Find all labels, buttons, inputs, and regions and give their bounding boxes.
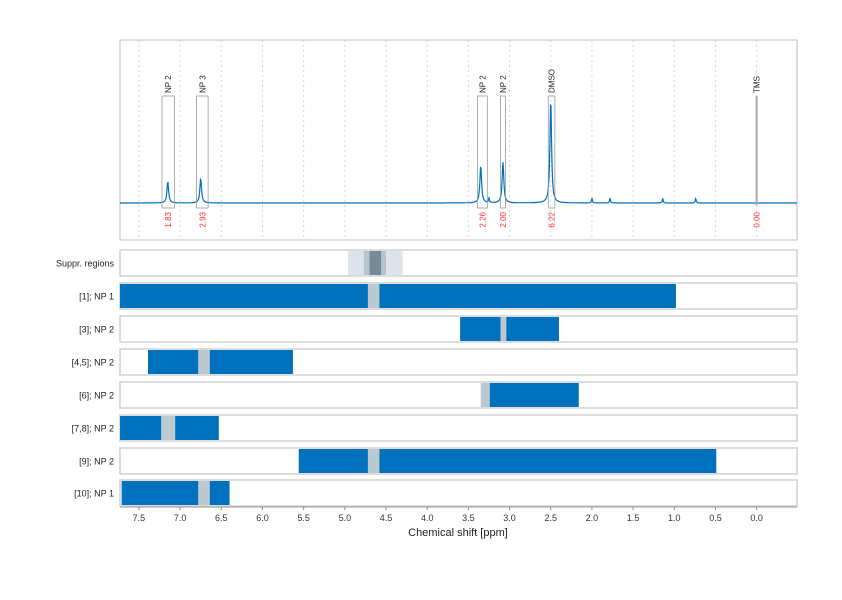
x-tick-label: 1.0 xyxy=(668,513,681,523)
range-bar xyxy=(120,284,368,308)
track-row: [6]; NP 2 xyxy=(79,381,798,409)
x-tick-label: 4.5 xyxy=(380,513,393,523)
integral-label: 2.26 xyxy=(478,211,487,227)
peak-annotation: NP 3 2.93 xyxy=(196,75,209,228)
x-tick-label: 7.5 xyxy=(133,513,146,523)
peak-range-box xyxy=(547,95,556,209)
range-bar xyxy=(121,481,199,505)
spectrum-panel xyxy=(119,39,798,241)
integral-label: 2.00 xyxy=(499,211,508,227)
track-label: [9]; NP 2 xyxy=(79,457,114,467)
range-bar xyxy=(489,383,579,407)
track-label: [1]; NP 1 xyxy=(79,292,114,302)
gap-region xyxy=(500,317,507,341)
integral-label: 2.93 xyxy=(198,211,207,227)
track-frame xyxy=(119,381,798,409)
peak-annotation: NP 2 1.83 xyxy=(161,75,175,228)
gap-region xyxy=(367,449,380,473)
x-tick-label: 2.5 xyxy=(544,513,557,523)
peak-label: NP 2 xyxy=(164,75,173,93)
peak-annotation: DMSO 6.22 xyxy=(548,69,557,228)
range-bar xyxy=(460,317,501,341)
gap-region xyxy=(198,350,210,374)
gap-region xyxy=(198,481,210,505)
track-row: [4,5]; NP 2 xyxy=(72,348,798,376)
x-tick-label: 0.5 xyxy=(709,513,722,523)
peak-label: DMSO xyxy=(548,69,557,93)
track-frame xyxy=(119,249,798,277)
track-row: [1]; NP 1 xyxy=(79,282,798,310)
peak-label: NP 2 xyxy=(478,75,487,93)
range-bar xyxy=(379,284,676,308)
x-tick-label: 3.5 xyxy=(462,513,475,523)
range-bar xyxy=(175,416,219,440)
x-tick-label: 4.0 xyxy=(421,513,434,523)
integral-label: 0.00 xyxy=(753,211,762,227)
gap-region xyxy=(480,383,490,407)
range-bar xyxy=(209,350,293,374)
x-tick-label: 0.0 xyxy=(750,513,763,523)
peak-range-box xyxy=(500,95,506,209)
peak-annotation: NP 2 2.00 xyxy=(499,75,508,228)
peak-range-box xyxy=(477,95,488,209)
peak-range-box xyxy=(161,95,175,209)
spectrum-line xyxy=(120,103,797,204)
track-label: [6]; NP 2 xyxy=(79,391,114,401)
x-axis-title: Chemical shift [ppm] xyxy=(408,527,508,539)
track-row: [3]; NP 2 xyxy=(79,315,798,343)
integral-label: 1.83 xyxy=(164,211,173,227)
track-row: [9]; NP 2 xyxy=(79,447,798,475)
track-row: [10]; NP 1 xyxy=(74,479,798,507)
x-tick-label: 6.5 xyxy=(215,513,228,523)
x-tick-label: 5.5 xyxy=(297,513,310,523)
track-label: [4,5]; NP 2 xyxy=(72,358,114,368)
range-bar xyxy=(148,350,199,374)
track-label: [10]; NP 1 xyxy=(74,489,114,499)
gap-region xyxy=(367,284,380,308)
peak-label: NP 3 xyxy=(198,75,207,93)
track-frame xyxy=(119,315,798,343)
peak-annotation: TMS 0.00 xyxy=(753,76,762,227)
peak-range-box xyxy=(196,95,209,209)
range-bar xyxy=(298,449,368,473)
track-row: Suppr. regions xyxy=(56,249,798,277)
track-label: [3]; NP 2 xyxy=(79,325,114,335)
peak-annotation: NP 2 2.26 xyxy=(477,75,488,228)
x-tick-label: 1.5 xyxy=(627,513,640,523)
range-bar xyxy=(379,449,717,473)
x-tick-label: 5.0 xyxy=(339,513,352,523)
x-tick-label: 7.0 xyxy=(174,513,187,523)
range-bar xyxy=(209,481,230,505)
gap-region xyxy=(161,416,176,440)
track-frame xyxy=(119,414,798,442)
x-tick-label: 2.0 xyxy=(586,513,599,523)
range-bar xyxy=(506,317,559,341)
track-frame xyxy=(119,479,798,507)
integral-label: 6.22 xyxy=(548,211,557,227)
peak-label: NP 2 xyxy=(499,75,508,93)
track-label: Suppr. regions xyxy=(56,259,115,269)
suppression-region xyxy=(369,251,382,275)
track-label: [7,8]; NP 2 xyxy=(72,424,114,434)
track-row: [7,8]; NP 2 xyxy=(72,414,798,442)
peak-label: TMS xyxy=(753,76,762,93)
x-tick-label: 3.0 xyxy=(503,513,516,523)
x-tick-label: 6.0 xyxy=(256,513,269,523)
range-bar xyxy=(120,416,162,440)
